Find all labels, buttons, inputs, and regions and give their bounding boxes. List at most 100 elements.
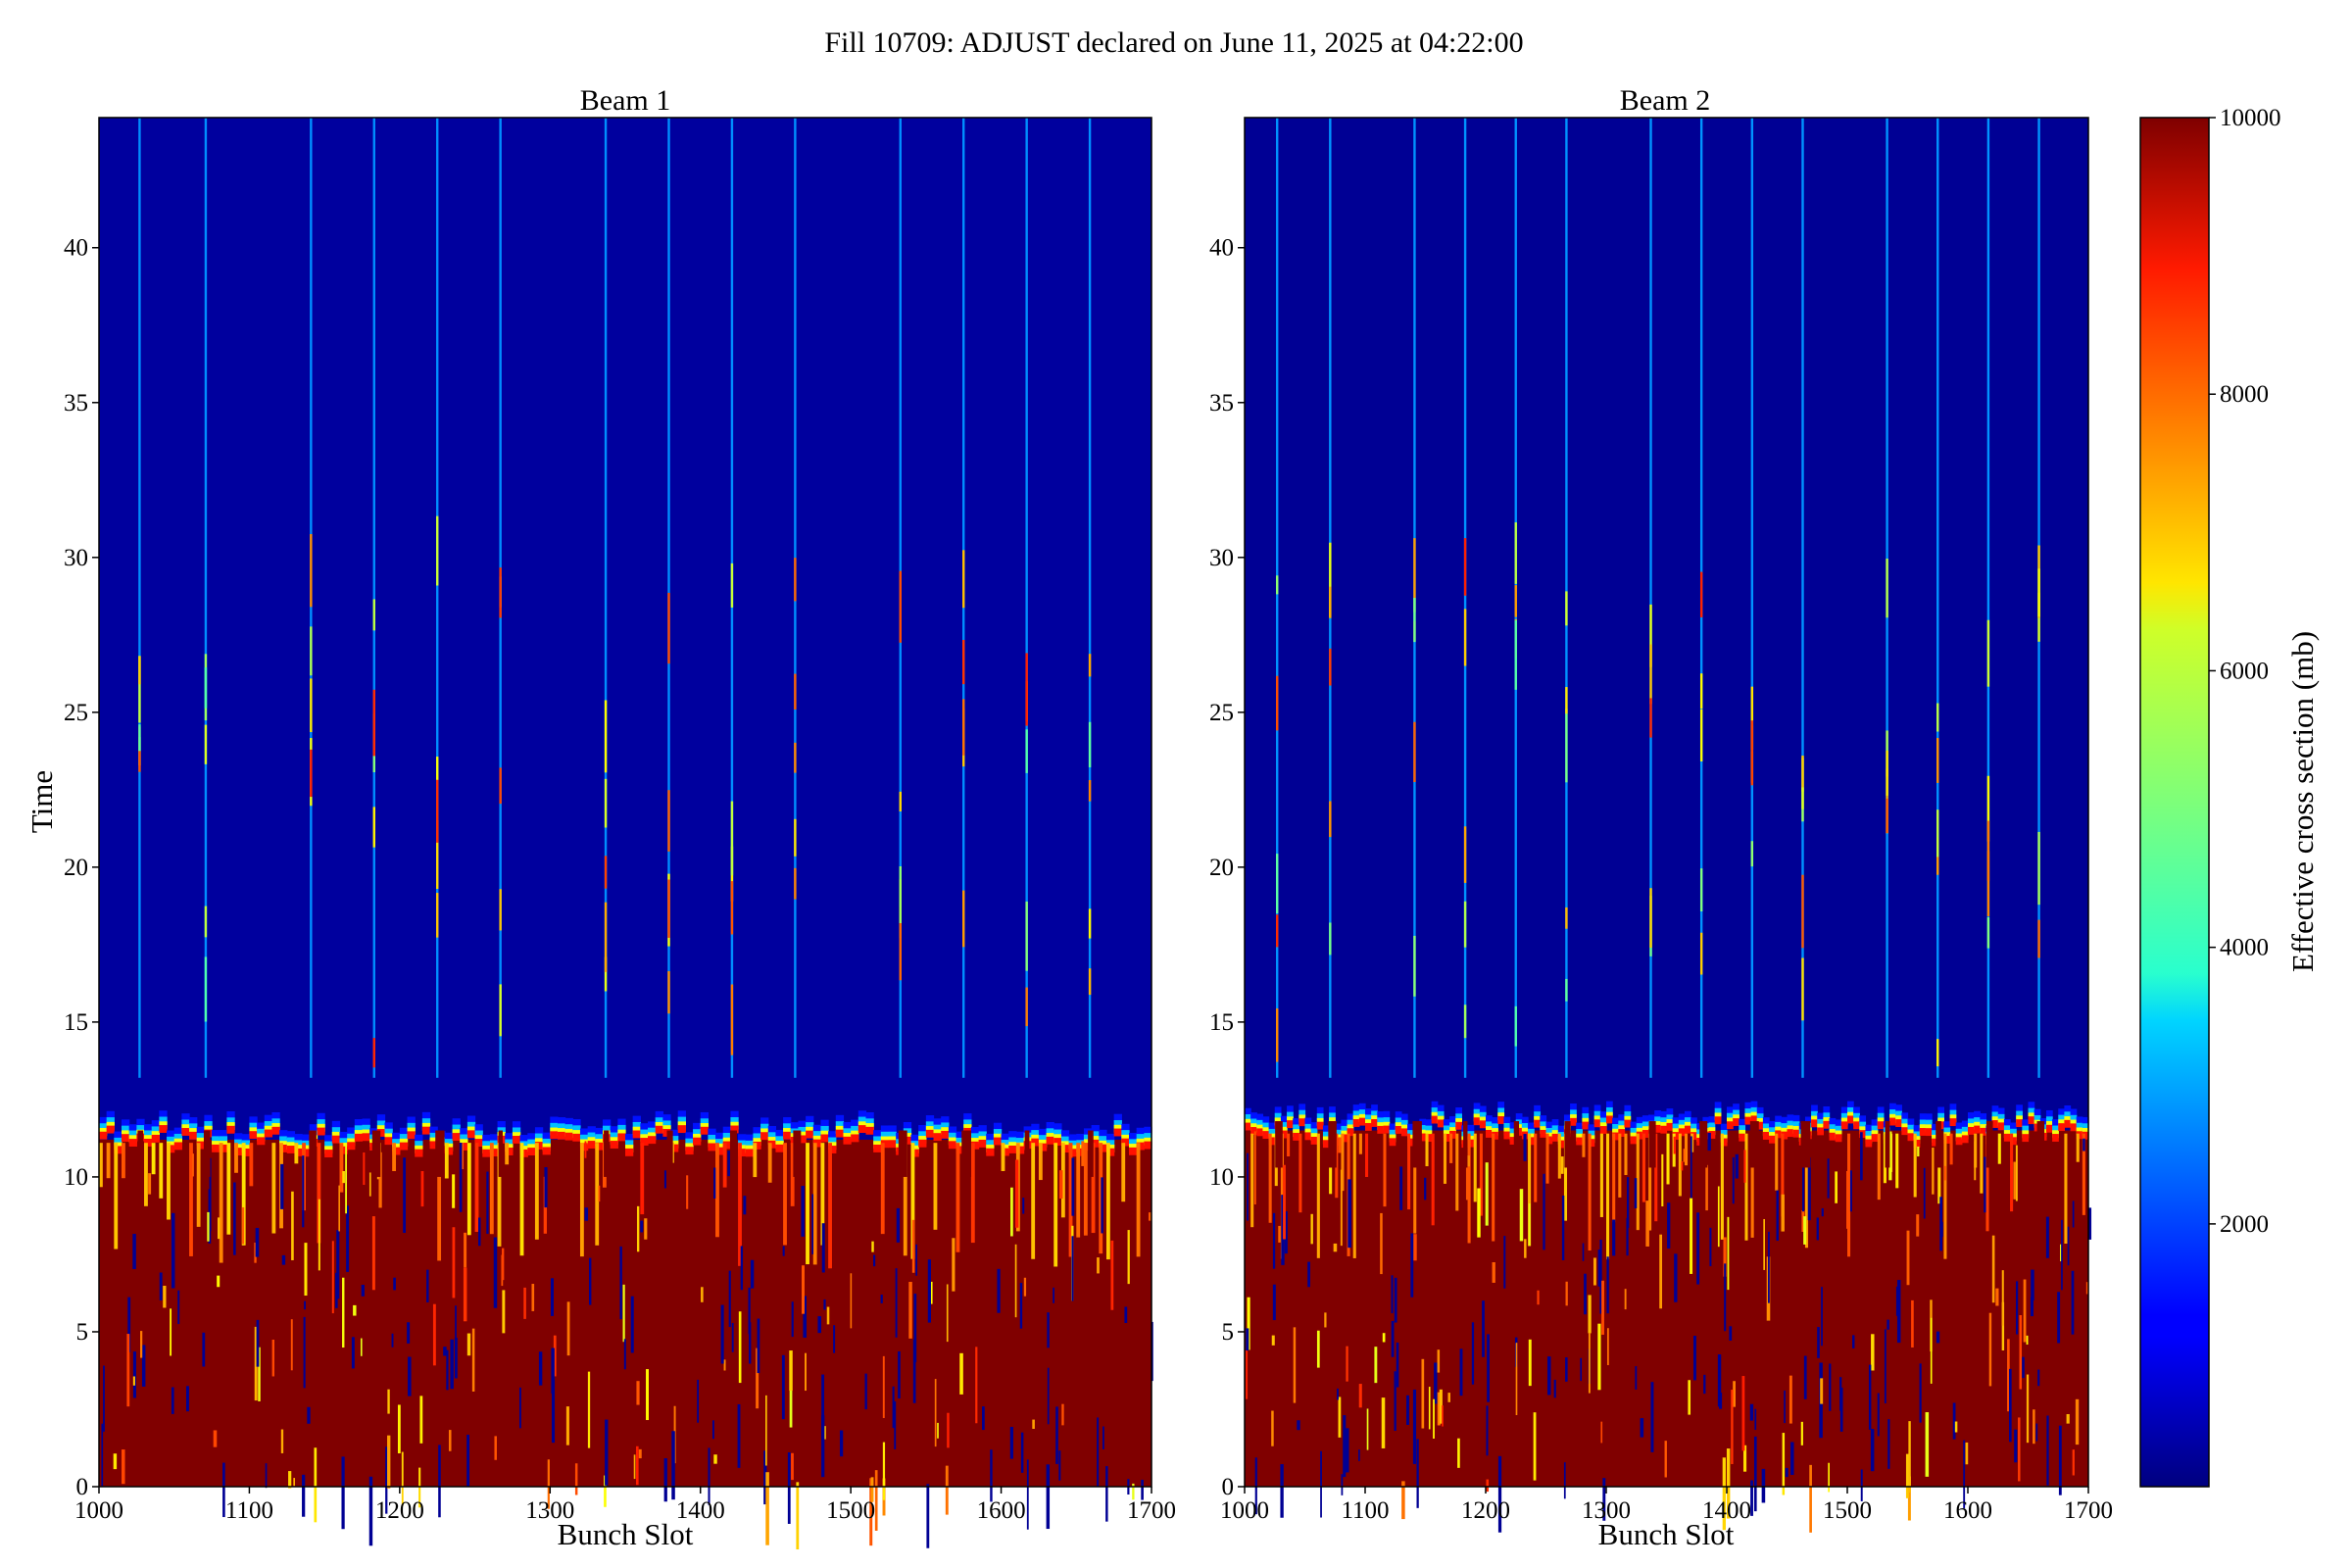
x-tick-label: 1300: [1582, 1497, 1631, 1524]
transition-cell: [527, 1133, 536, 1142]
transition-cell: [986, 1133, 995, 1142]
transition-cell: [1329, 1106, 1336, 1115]
streak-segment: [1276, 914, 1279, 948]
transition-cell: [1121, 1130, 1130, 1139]
saturated-dip: [1802, 1160, 1805, 1212]
transition-cell: [376, 1120, 386, 1129]
transition-cell: [415, 1134, 423, 1143]
transition-cell: [354, 1119, 364, 1127]
transition-dip: [189, 1143, 193, 1256]
saturated-dip: [1020, 1432, 1024, 1473]
saturated-dip: [1394, 1277, 1397, 1323]
transition-cell: [918, 1131, 927, 1140]
saturated-dip: [821, 1223, 825, 1273]
streak-segment: [204, 667, 208, 709]
transition-cell: [1054, 1123, 1062, 1132]
saturated-dip: [864, 1373, 867, 1410]
saturated-dip: [1391, 1275, 1394, 1314]
transition-cell: [1708, 1116, 1716, 1125]
transition-cell: [542, 1138, 551, 1147]
streak-segment: [1463, 1004, 1467, 1039]
saturated-dip: [426, 1269, 429, 1302]
saturated-dip: [2018, 1417, 2021, 1482]
saturated-dip: [1692, 1335, 1696, 1381]
streak-segment: [1986, 917, 1990, 949]
transition-dip: [806, 1143, 809, 1265]
saturated-dip: [213, 1430, 218, 1447]
saturated-dip: [1952, 1402, 1956, 1440]
saturated-dip: [740, 1246, 744, 1291]
saturated-dip: [1416, 1439, 1419, 1508]
saturated-dip: [132, 1234, 136, 1269]
transition-cell: [460, 1134, 468, 1143]
transition-cell: [512, 1127, 521, 1136]
train-edge-streak: [1649, 118, 1652, 1078]
transition-dip: [1383, 1133, 1387, 1207]
transition-cell: [1383, 1110, 1391, 1119]
transition-cell: [1419, 1118, 1427, 1127]
train-edge-bump: [1024, 1130, 1030, 1177]
saturated-dip: [1563, 1462, 1566, 1499]
saturated-dip: [307, 1406, 311, 1424]
transition-cell: [1121, 1138, 1130, 1147]
saturated-dip: [946, 1284, 949, 1343]
train-edge-bump: [1275, 1121, 1283, 1168]
transition-cell: [1720, 1123, 1728, 1132]
streak-segment: [499, 889, 502, 931]
transition-cell: [956, 1137, 964, 1146]
transition-cell: [1708, 1131, 1716, 1139]
saturated-dip: [1588, 1332, 1591, 1394]
saturated-dip: [478, 1217, 481, 1247]
transition-cell: [106, 1110, 115, 1119]
colorbar-tick-label: 6000: [2220, 658, 2269, 684]
transition-dip: [579, 1143, 584, 1257]
transition-cell: [2022, 1119, 2030, 1128]
transition-cell: [925, 1129, 935, 1138]
transition-cell: [534, 1142, 544, 1150]
transition-cell: [1997, 1113, 2005, 1122]
transition-cell: [948, 1126, 957, 1135]
transition-cell: [196, 1133, 205, 1141]
transition-cell: [144, 1130, 153, 1139]
saturated-dip: [915, 1244, 918, 1276]
saturated-dip: [1846, 1170, 1848, 1229]
transition-cell: [1811, 1119, 1818, 1128]
transition-dip: [1083, 1143, 1088, 1236]
transition-cell: [354, 1133, 364, 1142]
saturated-dip: [2007, 1339, 2010, 1412]
saturated-dip: [623, 1339, 626, 1370]
train-edge-streak: [1936, 118, 1939, 1078]
transition-cell: [1076, 1148, 1085, 1156]
saturated-dip: [1905, 1453, 1909, 1498]
saturated-dip: [1732, 1156, 1735, 1204]
train-edge-bump: [1800, 1121, 1811, 1168]
saturated-dip: [363, 1152, 366, 1186]
transition-dip: [1557, 1133, 1561, 1179]
transition-cell: [722, 1126, 731, 1135]
transition-cell: [421, 1118, 431, 1127]
transition-cell: [1980, 1119, 1987, 1128]
x-tick-label: 1700: [2064, 1497, 2113, 1524]
transition-cell: [648, 1121, 657, 1130]
streak-segment: [372, 599, 375, 631]
transition-cell: [557, 1131, 566, 1140]
transition-cell: [2070, 1114, 2078, 1123]
transition-cell: [144, 1139, 153, 1147]
transition-cell: [1443, 1119, 1450, 1128]
train-edge-bump: [1328, 1121, 1337, 1168]
transition-cell: [257, 1128, 266, 1137]
transition-cell: [264, 1121, 273, 1129]
transition-cell: [1425, 1134, 1433, 1143]
beam-1-heatmap: [99, 118, 1153, 1550]
streak-segment: [962, 699, 965, 756]
transition-cell: [1980, 1127, 1987, 1136]
transition-dip: [1341, 1133, 1345, 1192]
saturated-dip: [1807, 1157, 1811, 1221]
saturated-dip: [1105, 1466, 1108, 1522]
transition-cell: [1287, 1105, 1294, 1114]
saturated-dip: [1337, 1388, 1339, 1400]
saturated-dip: [222, 1462, 225, 1518]
transition-cell: [1606, 1106, 1613, 1115]
saturated-dip: [1380, 1212, 1383, 1275]
transition-cell: [1400, 1128, 1408, 1137]
